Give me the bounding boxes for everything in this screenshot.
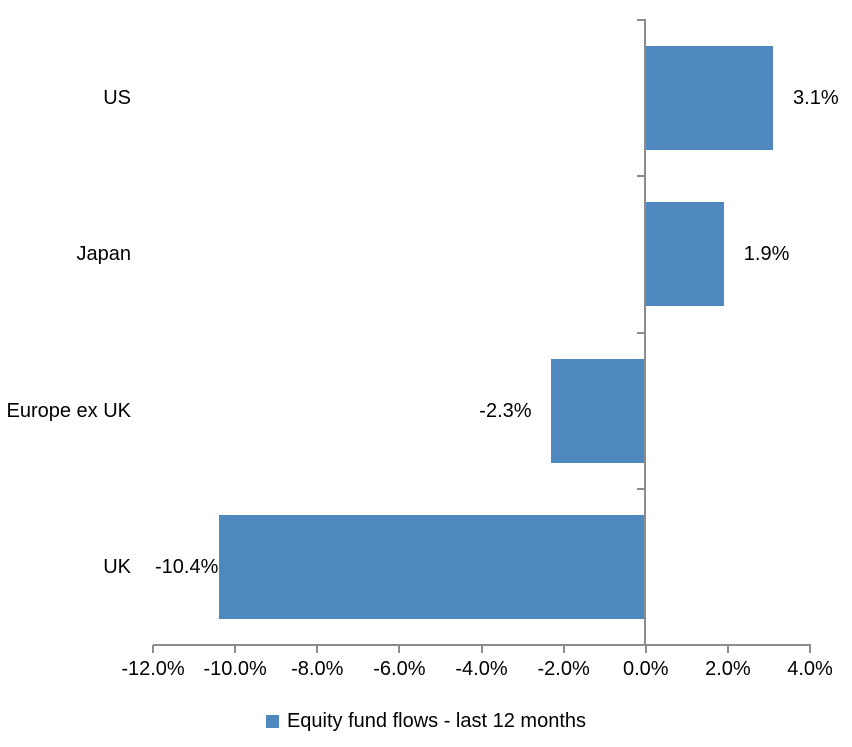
x-axis-tick-label: 4.0% (787, 658, 833, 680)
x-axis-line (153, 644, 811, 646)
y-axis-tick (636, 331, 645, 334)
legend-label: Equity fund flows - last 12 months (286, 710, 587, 732)
x-axis-tick (644, 645, 647, 653)
category-label-japan: Japan (76, 243, 132, 266)
bar-europe-ex-uk (551, 358, 646, 463)
legend-marker-icon (265, 714, 279, 728)
x-axis-tick-label: 0.0% (622, 658, 669, 680)
y-axis-tick (636, 487, 645, 490)
value-label-japan: 1.9% (743, 243, 790, 266)
y-axis-line (644, 19, 646, 646)
x-axis-tick-label: -4.0% (455, 658, 508, 680)
category-label-europe-ex-uk: Europe ex UK (6, 399, 131, 422)
bar-us (645, 46, 774, 151)
x-axis-tick-label: -10.0% (203, 658, 267, 680)
x-axis-tick (562, 645, 565, 653)
value-label-europe-ex-uk: -2.3% (479, 399, 532, 422)
x-axis-tick-label: -2.0% (537, 658, 590, 680)
category-label-uk: UK (103, 555, 131, 578)
x-axis-tick (398, 645, 401, 653)
x-axis-tick-label: -6.0% (373, 658, 426, 680)
category-label-us: US (103, 87, 131, 110)
x-axis-tick-label: -8.0% (291, 658, 344, 680)
y-axis-tick (636, 19, 645, 21)
bar-uk (218, 514, 646, 619)
x-axis-tick (234, 645, 237, 653)
legend: Equity fund flows - last 12 months (0, 706, 852, 736)
bar-japan (645, 202, 724, 307)
value-label-us: 3.1% (793, 87, 839, 110)
x-axis-tick-label: -12.0% (121, 658, 185, 680)
x-axis-tick (480, 645, 483, 653)
x-axis-tick (809, 645, 811, 653)
x-axis-tick (316, 645, 319, 653)
x-axis-tick-label: 2.0% (705, 658, 751, 680)
x-axis-tick (726, 645, 729, 653)
value-label-uk: -10.4% (155, 555, 219, 578)
x-axis-tick (152, 645, 154, 653)
y-axis-tick (636, 175, 645, 178)
